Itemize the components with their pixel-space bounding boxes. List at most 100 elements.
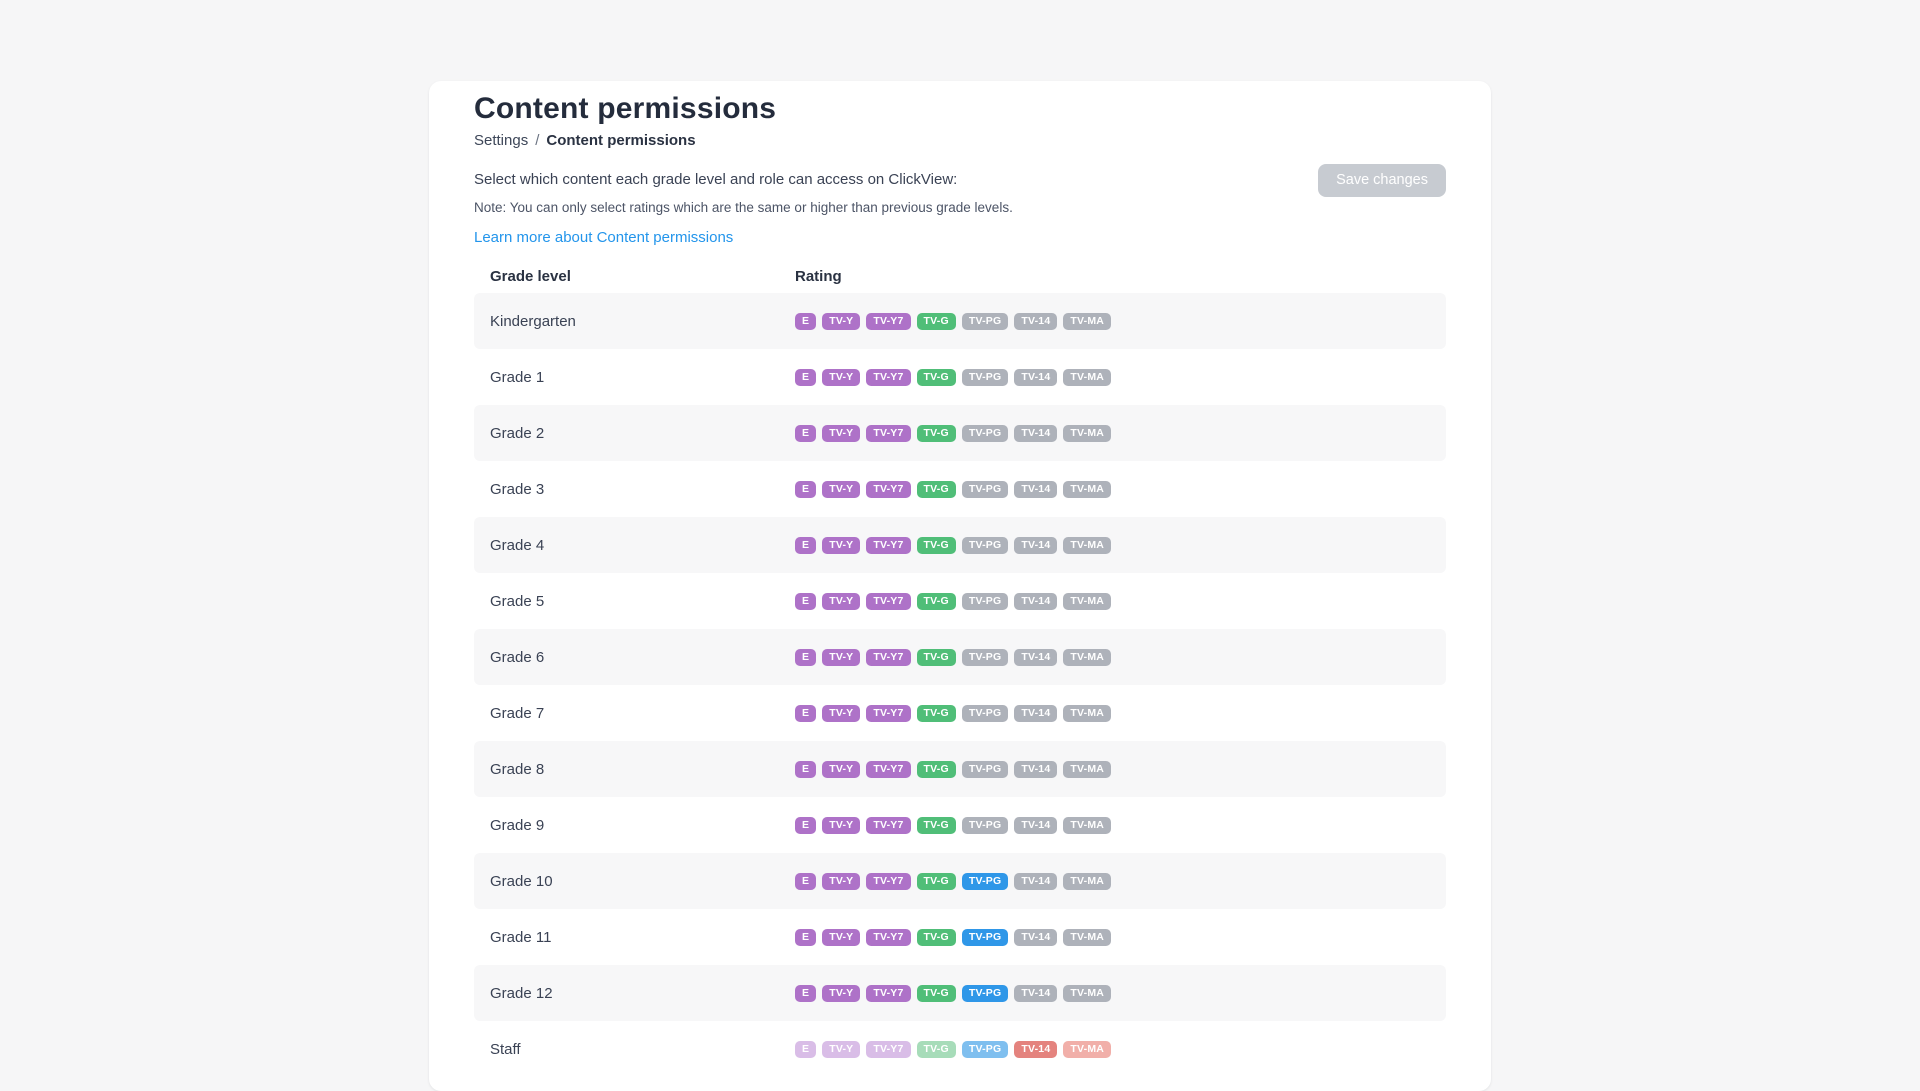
rating-badge-tv-14[interactable]: TV-14 bbox=[1014, 760, 1058, 778]
rating-badge-tv-14[interactable]: TV-14 bbox=[1014, 536, 1058, 554]
rating-badge-tv-ma[interactable]: TV-MA bbox=[1063, 480, 1112, 498]
rating-badge-tv-y[interactable]: TV-Y bbox=[822, 648, 861, 666]
rating-badge-tv-14[interactable]: TV-14 bbox=[1014, 984, 1058, 1002]
learn-more-link[interactable]: Learn more about Content permissions bbox=[474, 229, 734, 246]
rating-badge-e[interactable]: E bbox=[795, 704, 817, 722]
rating-badge-e[interactable]: E bbox=[795, 760, 817, 778]
rating-badge-tv-ma[interactable]: TV-MA bbox=[1063, 312, 1112, 330]
rating-badge-tv-pg[interactable]: TV-PG bbox=[961, 704, 1009, 722]
rating-badge-tv-pg[interactable]: TV-PG bbox=[961, 536, 1009, 554]
rating-badge-e[interactable]: E bbox=[795, 872, 817, 890]
rating-badge-tv-pg[interactable]: TV-PG bbox=[961, 984, 1009, 1002]
rating-badge-tv-y7[interactable]: TV-Y7 bbox=[866, 816, 911, 834]
rating-badge-tv-y[interactable]: TV-Y bbox=[822, 592, 861, 610]
rating-badge-tv-ma[interactable]: TV-MA bbox=[1063, 536, 1112, 554]
rating-badge-tv-14[interactable]: TV-14 bbox=[1014, 592, 1058, 610]
rating-badge-tv-y7[interactable]: TV-Y7 bbox=[866, 480, 911, 498]
rating-badge-tv-y7[interactable]: TV-Y7 bbox=[866, 760, 911, 778]
rating-badge-tv-y[interactable]: TV-Y bbox=[822, 928, 861, 946]
rating-badge-tv-y[interactable]: TV-Y bbox=[822, 1040, 861, 1058]
rating-badge-tv-y7[interactable]: TV-Y7 bbox=[866, 368, 911, 386]
rating-badge-e[interactable]: E bbox=[795, 368, 817, 386]
rating-badge-tv-y7[interactable]: TV-Y7 bbox=[866, 872, 911, 890]
rating-badge-tv-ma[interactable]: TV-MA bbox=[1063, 816, 1112, 834]
rating-badge-tv-y[interactable]: TV-Y bbox=[822, 984, 861, 1002]
rating-badge-tv-14[interactable]: TV-14 bbox=[1014, 424, 1058, 442]
rating-badge-tv-g[interactable]: TV-G bbox=[916, 760, 956, 778]
rating-badge-tv-y7[interactable]: TV-Y7 bbox=[866, 928, 911, 946]
rating-badge-tv-y7[interactable]: TV-Y7 bbox=[866, 648, 911, 666]
rating-badge-tv-g[interactable]: TV-G bbox=[916, 480, 956, 498]
rating-badge-tv-14[interactable]: TV-14 bbox=[1014, 480, 1058, 498]
rating-badge-tv-14[interactable]: TV-14 bbox=[1014, 368, 1058, 386]
rating-badge-tv-ma[interactable]: TV-MA bbox=[1063, 424, 1112, 442]
rating-badge-tv-pg[interactable]: TV-PG bbox=[961, 368, 1009, 386]
rating-badge-tv-g[interactable]: TV-G bbox=[916, 928, 956, 946]
rating-badge-tv-g[interactable]: TV-G bbox=[916, 312, 956, 330]
rating-badge-tv-y7[interactable]: TV-Y7 bbox=[866, 312, 911, 330]
rating-badge-tv-pg[interactable]: TV-PG bbox=[961, 872, 1009, 890]
rating-badge-tv-pg[interactable]: TV-PG bbox=[961, 592, 1009, 610]
rating-badge-tv-pg[interactable]: TV-PG bbox=[961, 424, 1009, 442]
rating-badge-tv-y7[interactable]: TV-Y7 bbox=[866, 592, 911, 610]
rating-badge-tv-y7[interactable]: TV-Y7 bbox=[866, 536, 911, 554]
rating-badge-e[interactable]: E bbox=[795, 928, 817, 946]
rating-badge-tv-y[interactable]: TV-Y bbox=[822, 368, 861, 386]
rating-badge-tv-g[interactable]: TV-G bbox=[916, 648, 956, 666]
rating-badge-tv-g[interactable]: TV-G bbox=[916, 872, 956, 890]
rating-badge-tv-pg[interactable]: TV-PG bbox=[961, 928, 1009, 946]
rating-badge-tv-pg[interactable]: TV-PG bbox=[961, 1040, 1009, 1058]
rating-badge-tv-y7[interactable]: TV-Y7 bbox=[866, 984, 911, 1002]
rating-badge-e[interactable]: E bbox=[795, 592, 817, 610]
rating-badge-tv-g[interactable]: TV-G bbox=[916, 1040, 956, 1058]
rating-badge-tv-g[interactable]: TV-G bbox=[916, 704, 956, 722]
rating-badge-tv-14[interactable]: TV-14 bbox=[1014, 704, 1058, 722]
rating-badge-tv-g[interactable]: TV-G bbox=[916, 816, 956, 834]
rating-badge-tv-ma[interactable]: TV-MA bbox=[1063, 592, 1112, 610]
rating-badge-tv-y[interactable]: TV-Y bbox=[822, 424, 861, 442]
rating-badge-tv-14[interactable]: TV-14 bbox=[1014, 648, 1058, 666]
rating-badge-e[interactable]: E bbox=[795, 984, 817, 1002]
rating-badge-tv-y7[interactable]: TV-Y7 bbox=[866, 1040, 911, 1058]
rating-badge-tv-g[interactable]: TV-G bbox=[916, 368, 956, 386]
rating-badge-tv-pg[interactable]: TV-PG bbox=[961, 648, 1009, 666]
rating-badge-tv-g[interactable]: TV-G bbox=[916, 424, 956, 442]
rating-badge-tv-pg[interactable]: TV-PG bbox=[961, 480, 1009, 498]
rating-badge-tv-14[interactable]: TV-14 bbox=[1014, 1040, 1058, 1058]
rating-badge-tv-y[interactable]: TV-Y bbox=[822, 312, 861, 330]
rating-badge-tv-y[interactable]: TV-Y bbox=[822, 760, 861, 778]
rating-badge-tv-14[interactable]: TV-14 bbox=[1014, 928, 1058, 946]
rating-badge-e[interactable]: E bbox=[795, 480, 817, 498]
save-changes-button[interactable]: Save changes bbox=[1318, 163, 1446, 197]
rating-badge-tv-y[interactable]: TV-Y bbox=[822, 480, 861, 498]
rating-badge-e[interactable]: E bbox=[795, 648, 817, 666]
rating-badge-e[interactable]: E bbox=[795, 424, 817, 442]
rating-badge-tv-ma[interactable]: TV-MA bbox=[1063, 928, 1112, 946]
rating-badge-tv-14[interactable]: TV-14 bbox=[1014, 872, 1058, 890]
rating-badge-tv-y[interactable]: TV-Y bbox=[822, 872, 861, 890]
rating-badge-tv-14[interactable]: TV-14 bbox=[1014, 312, 1058, 330]
rating-badge-tv-14[interactable]: TV-14 bbox=[1014, 816, 1058, 834]
rating-badge-e[interactable]: E bbox=[795, 312, 817, 330]
rating-badge-tv-ma[interactable]: TV-MA bbox=[1063, 648, 1112, 666]
rating-badge-tv-y7[interactable]: TV-Y7 bbox=[866, 424, 911, 442]
breadcrumb-settings-link[interactable]: Settings bbox=[474, 132, 529, 149]
rating-badge-tv-g[interactable]: TV-G bbox=[916, 536, 956, 554]
rating-badge-e[interactable]: E bbox=[795, 1040, 817, 1058]
rating-badge-tv-g[interactable]: TV-G bbox=[916, 592, 956, 610]
rating-badge-tv-ma[interactable]: TV-MA bbox=[1063, 984, 1112, 1002]
rating-badge-tv-y7[interactable]: TV-Y7 bbox=[866, 704, 911, 722]
rating-badge-tv-ma[interactable]: TV-MA bbox=[1063, 368, 1112, 386]
rating-badge-tv-ma[interactable]: TV-MA bbox=[1063, 1040, 1112, 1058]
rating-badge-e[interactable]: E bbox=[795, 816, 817, 834]
rating-badge-e[interactable]: E bbox=[795, 536, 817, 554]
rating-badge-tv-ma[interactable]: TV-MA bbox=[1063, 704, 1112, 722]
rating-badge-tv-ma[interactable]: TV-MA bbox=[1063, 872, 1112, 890]
rating-badge-tv-g[interactable]: TV-G bbox=[916, 984, 956, 1002]
rating-badge-tv-y[interactable]: TV-Y bbox=[822, 816, 861, 834]
rating-badge-tv-ma[interactable]: TV-MA bbox=[1063, 760, 1112, 778]
rating-badge-tv-pg[interactable]: TV-PG bbox=[961, 312, 1009, 330]
rating-badge-tv-y[interactable]: TV-Y bbox=[822, 536, 861, 554]
rating-badge-tv-pg[interactable]: TV-PG bbox=[961, 760, 1009, 778]
rating-badge-tv-pg[interactable]: TV-PG bbox=[961, 816, 1009, 834]
